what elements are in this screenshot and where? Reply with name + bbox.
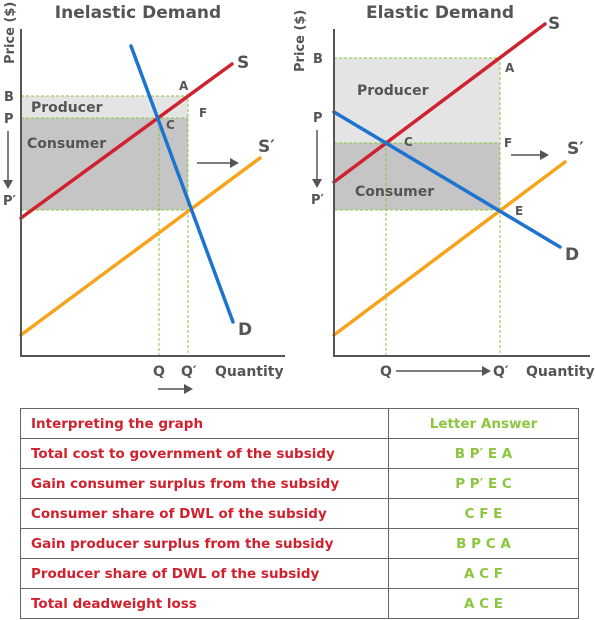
point-label-f: F: [199, 106, 207, 120]
tick-label-b: B: [313, 52, 323, 67]
series-label-s-prime: S′: [567, 139, 584, 159]
point-label-f: F: [504, 136, 512, 150]
table-row: Gain consumer surplus from the subsidy P…: [20, 468, 579, 499]
row-answer: A C F: [388, 558, 579, 589]
supply-shifted-curve: [19, 156, 262, 337]
point-label-c: C: [404, 135, 413, 149]
row-question: Consumer share of DWL of the subsidy: [20, 498, 389, 529]
point-label-e: E: [515, 204, 523, 218]
row-question: Producer share of DWL of the subsidy: [20, 558, 389, 589]
tick-label-q-prime: Q′: [181, 364, 197, 380]
header-question: Interpreting the graph: [20, 408, 389, 439]
chart-title: Elastic Demand: [366, 3, 514, 23]
table-row: Total cost to government of the subsidy …: [20, 438, 579, 469]
row-answer: C F E: [388, 498, 579, 529]
table-row: Gain producer surplus from the subsidy B…: [20, 528, 579, 559]
supply-curve: [19, 62, 234, 220]
tick-label-p: P: [313, 111, 323, 126]
region-label-consumer: Consumer: [355, 184, 434, 200]
tick-label-p: P: [4, 112, 14, 127]
supply-curve: [332, 22, 547, 184]
producer-region: [21, 96, 188, 118]
y-axis-label: Price ($): [293, 10, 308, 72]
tick-label-p-prime: P′: [311, 193, 325, 208]
shift-arrow: [197, 158, 239, 168]
x-axis-label: Quantity: [215, 364, 284, 380]
price-down-arrow: [312, 130, 322, 188]
series-label-s: S: [548, 14, 560, 34]
demand-curve: [129, 44, 235, 324]
tick-label-b: B: [4, 90, 14, 105]
chart-title: Inelastic Demand: [55, 3, 221, 23]
region-label-producer: Producer: [357, 83, 429, 99]
y-axis-label: Price ($): [3, 2, 18, 64]
elastic-chart: Elastic Demand Price ($) B P P′ Producer…: [293, 3, 595, 380]
header-answer: Letter Answer: [388, 408, 579, 439]
quantity-arrow: [396, 366, 491, 376]
tick-label-q: Q: [380, 364, 392, 380]
consumer-region: [334, 143, 500, 210]
quantity-arrow: [158, 384, 193, 394]
consumer-region: [21, 118, 188, 210]
row-question: Gain consumer surplus from the subsidy: [20, 468, 389, 499]
series-label-s-prime: S′: [258, 137, 275, 157]
point-label-a: A: [505, 61, 515, 75]
x-axis-label: Quantity: [526, 364, 595, 380]
tick-label-q: Q: [153, 364, 165, 380]
point-label-a: A: [179, 79, 189, 93]
region-label-consumer: Consumer: [27, 136, 106, 152]
point-label-c: C: [166, 118, 175, 132]
row-answer: B P C A: [388, 528, 579, 559]
table-row: Total deadweight loss A C E: [20, 588, 579, 619]
shift-arrow: [511, 150, 549, 160]
supply-shifted-curve: [332, 160, 567, 337]
tick-label-q-prime: Q′: [493, 364, 509, 380]
answer-table: Interpreting the graph Letter Answer Tot…: [20, 408, 579, 619]
inelastic-chart: Inelastic Demand Price ($) B P P′ Produc…: [3, 2, 285, 394]
table-header-row: Interpreting the graph Letter Answer: [20, 408, 579, 439]
guide-lines: [334, 57, 501, 211]
row-question: Total deadweight loss: [20, 588, 389, 619]
producer-region: [334, 58, 500, 143]
charts-canvas: Inelastic Demand Price ($) B P P′ Produc…: [3, 2, 595, 394]
demand-curve: [332, 110, 562, 249]
table-row: Consumer share of DWL of the subsidy C F…: [20, 498, 579, 529]
row-answer: B P′ E A: [388, 438, 579, 469]
table-row: Producer share of DWL of the subsidy A C…: [20, 558, 579, 589]
price-down-arrow: [3, 131, 13, 189]
series-label-s: S: [237, 53, 249, 73]
series-label-d: D: [565, 245, 579, 265]
series-label-d: D: [238, 320, 252, 340]
row-answer: A C E: [388, 588, 579, 619]
region-label-producer: Producer: [31, 100, 103, 116]
tick-label-p-prime: P′: [3, 194, 17, 209]
row-question: Gain producer surplus from the subsidy: [20, 528, 389, 559]
row-question: Total cost to government of the subsidy: [20, 438, 389, 469]
row-answer: P P′ E C: [388, 468, 579, 499]
